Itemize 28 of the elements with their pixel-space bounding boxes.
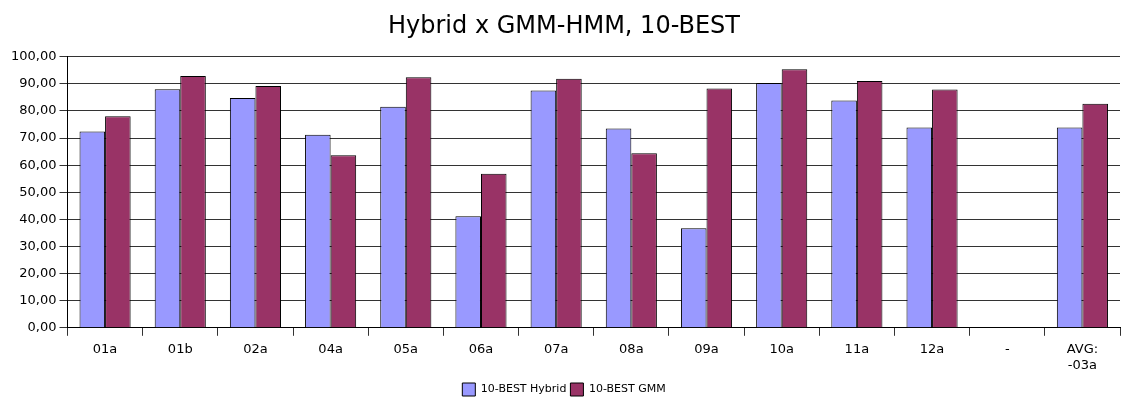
x-tick-label: 10a bbox=[769, 340, 794, 356]
y-tick-label: 100,00 bbox=[10, 48, 57, 64]
x-tick-label: - bbox=[1004, 340, 1010, 356]
x-tick-label: 02a bbox=[243, 340, 268, 356]
y-tick-label: 20,00 bbox=[19, 264, 57, 280]
chart-title: Hybrid x GMM-HMM, 10-BEST bbox=[388, 10, 741, 39]
x-tick-label: 05a bbox=[393, 340, 419, 356]
x-tick-label: 01b bbox=[167, 340, 193, 356]
x-tick-label: 08a bbox=[619, 340, 644, 356]
x-tick-label: AVG: -03a bbox=[1066, 340, 1099, 372]
x-tick-label: 11a bbox=[844, 340, 870, 356]
y-tick-label: 10,00 bbox=[19, 292, 57, 308]
x-tick-label: 01a bbox=[92, 340, 118, 356]
y-tick-label: 90,00 bbox=[19, 75, 57, 91]
y-tick-label: 40,00 bbox=[19, 210, 57, 226]
y-tick-label: 80,00 bbox=[19, 102, 57, 118]
legend-label: 10-BEST GMM bbox=[588, 382, 666, 396]
y-tick-label: 0,00 bbox=[27, 319, 57, 335]
y-tick-label: 70,00 bbox=[19, 129, 57, 145]
y-tick-label: 50,00 bbox=[19, 183, 57, 199]
x-tick-label: 06a bbox=[468, 340, 494, 356]
legend-label: 10-BEST Hybrid bbox=[480, 382, 567, 396]
x-tick-label: 12a bbox=[919, 340, 945, 356]
x-tick-label: 07a bbox=[543, 340, 569, 356]
x-tick-label: 04a bbox=[318, 340, 343, 356]
y-tick-label: 60,00 bbox=[19, 156, 57, 172]
y-tick-label: 30,00 bbox=[19, 237, 57, 253]
x-tick-label: 09a bbox=[694, 340, 719, 356]
